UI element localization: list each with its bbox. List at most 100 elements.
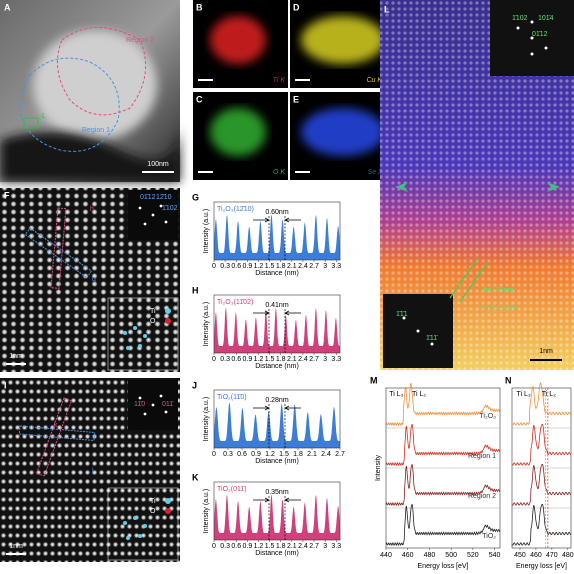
x-tick-label: 0.9 [242, 543, 252, 550]
x-tick-label: 0.3 [220, 263, 230, 270]
x-axis-label: Energy loss [eV] [516, 563, 567, 570]
profile-area [214, 402, 340, 448]
measure-arrow [253, 405, 301, 411]
x-tick-label: 1.2 [254, 263, 264, 270]
line-profile [24, 227, 93, 279]
map-label: Se L [368, 169, 383, 176]
fft-spot [530, 36, 534, 40]
fft-label: 12̄10 [156, 194, 172, 201]
x-tick-label: 0.6 [237, 451, 247, 458]
eds-blob [301, 108, 385, 156]
plane-line [459, 261, 489, 303]
legend-dot [165, 498, 171, 504]
fft-label: 11̄0 [134, 401, 145, 408]
x-tick-label: 2.4 [298, 356, 308, 363]
panel-letter: K [192, 472, 199, 482]
eels-spectrum [511, 464, 572, 506]
fft-label: 01̄12 [532, 31, 548, 38]
x-tick-label: 1.5 [279, 451, 289, 458]
dark-region [0, 120, 180, 182]
spacing-label: d=0.35nm [482, 287, 513, 294]
panel-letter: F [4, 190, 10, 200]
edge-label: Ti L₃ [516, 391, 530, 398]
panel-letter: D [293, 2, 300, 12]
x-tick-label: 2.4 [298, 263, 308, 270]
x-tick-label: 460 [402, 552, 414, 559]
x-tick-label: 450 [514, 552, 526, 559]
plot-frame [213, 201, 341, 261]
x-tick-label: 540 [489, 552, 501, 559]
x-tick-label: 2.1 [287, 356, 297, 363]
marker-arrow [547, 182, 560, 192]
particle [33, 30, 157, 140]
atom-marker [123, 521, 127, 525]
fft-spot [416, 329, 420, 333]
profile-tag: h [90, 206, 94, 213]
fft-spot [151, 403, 155, 407]
profile-title: Ti₂O₃(11̄02) [217, 299, 253, 306]
y-axis-label: Intensity (a.u.) [203, 209, 210, 253]
fft-spot [143, 222, 147, 226]
eels-spectrum [385, 423, 501, 467]
x-tick-label: 0.3 [220, 356, 230, 363]
plot-frame [213, 389, 341, 449]
legend-label: Ti [150, 498, 156, 505]
x-tick-label: 0.9 [251, 451, 261, 458]
map-label: Cu K [366, 77, 382, 84]
x-tick-label: 480 [562, 552, 574, 559]
atom-marker [123, 331, 127, 335]
eels-spectrum [385, 503, 501, 547]
measure-arrow [253, 217, 301, 223]
fft-spot [138, 396, 142, 400]
eds-blob [210, 16, 266, 64]
x-tick-label: 0.6 [231, 263, 241, 270]
region1-outline [19, 57, 120, 152]
fft-label: 011̄ [162, 401, 174, 408]
x-tick-label: 3.3 [331, 263, 341, 270]
x-tick-label: 1.5 [265, 263, 275, 270]
legend-label: O [150, 318, 156, 325]
profile-title: TiO₂(011̄) [217, 486, 247, 493]
fft-spot [530, 20, 534, 24]
y-axis-label: Intensity (a.u.) [203, 397, 210, 441]
fft-spot [164, 220, 168, 224]
measure-label: 0.35nm [265, 489, 289, 496]
x-tick-label: 0 [212, 356, 216, 363]
atom-marker [126, 536, 130, 540]
x-axis-label: Energy loss [eV] [418, 563, 469, 570]
fft-spot [544, 46, 548, 50]
fft-spot [430, 342, 434, 346]
panel-letter: G [192, 192, 199, 202]
atom-marker [143, 524, 147, 528]
spectrum-name: Region 1 [468, 453, 496, 460]
plot-frame [213, 294, 341, 354]
y-axis-label: Intensity (a.u.) [203, 489, 210, 533]
eels-spectrum [385, 382, 501, 427]
x-tick-label: 3 [323, 263, 327, 270]
x-tick-label: 1.8 [293, 451, 303, 458]
profile-title: TiO₂(11̄0) [217, 394, 247, 401]
profile-tag: k [54, 422, 58, 429]
marker-arrow [395, 182, 408, 192]
fft-spot [151, 213, 155, 217]
fft-spot [516, 26, 520, 30]
legend-label: O [150, 508, 156, 515]
legend-dot [165, 318, 171, 324]
fft-spot [402, 316, 406, 320]
x-tick-label: 3.3 [331, 356, 341, 363]
x-tick-label: 0.6 [231, 356, 241, 363]
fft-label: 1̄102 [512, 15, 528, 22]
eels-spectrum [511, 504, 572, 546]
panel-letter: L [384, 4, 390, 14]
x-tick-label: 2.4 [298, 543, 308, 550]
measure-arrow [253, 310, 301, 316]
x-tick-label: 2.1 [287, 263, 297, 270]
panel-letter: A [4, 2, 11, 12]
region-box [23, 117, 39, 129]
x-tick-label: 440 [380, 552, 392, 559]
panel-letter: I [4, 380, 7, 390]
atom-marker [126, 346, 130, 350]
x-axis-label: Distance (nm) [255, 550, 299, 557]
x-tick-label: 0 [212, 543, 216, 550]
